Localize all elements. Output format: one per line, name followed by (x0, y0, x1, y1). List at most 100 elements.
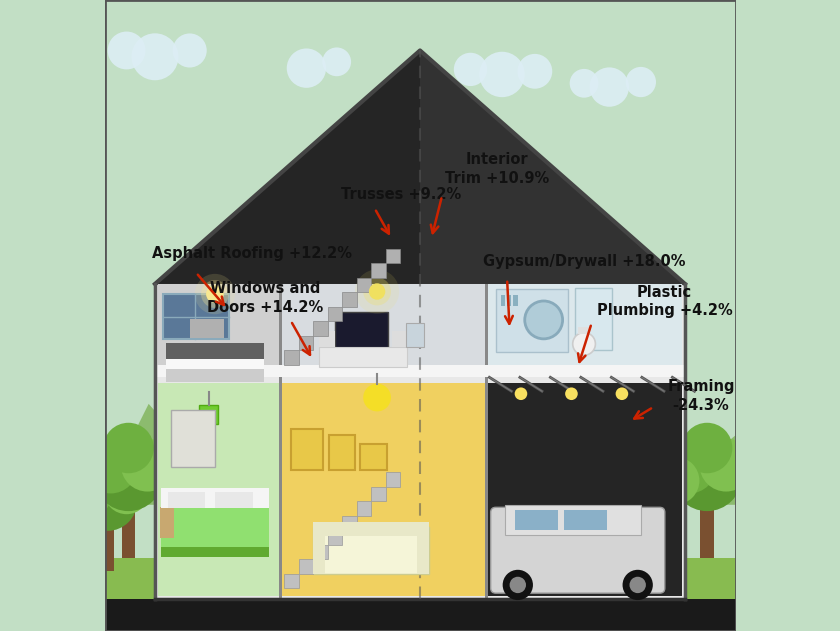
Bar (158, 383, 279, 596)
Polygon shape (420, 50, 685, 284)
Circle shape (629, 577, 646, 593)
Bar (328, 435, 355, 470)
Circle shape (510, 577, 526, 593)
Polygon shape (104, 360, 736, 505)
Bar (166, 369, 264, 382)
Bar (513, 295, 517, 306)
Bar (488, 383, 682, 596)
Circle shape (286, 49, 326, 88)
Polygon shape (155, 50, 420, 284)
Text: Windows and
Doors +14.2%: Windows and Doors +14.2% (207, 281, 323, 315)
Circle shape (517, 54, 552, 89)
Bar (160, 507, 174, 538)
Bar (496, 289, 569, 352)
Bar (158, 284, 279, 365)
Bar (171, 410, 215, 467)
Circle shape (616, 387, 628, 400)
Bar (199, 405, 218, 424)
Circle shape (525, 301, 563, 339)
Bar (575, 288, 612, 350)
Circle shape (121, 439, 174, 492)
Bar (168, 492, 206, 508)
Bar (650, 508, 663, 565)
Bar (701, 495, 714, 558)
Bar (163, 294, 228, 339)
Bar (284, 574, 299, 588)
Circle shape (573, 333, 596, 355)
Circle shape (201, 280, 228, 308)
Circle shape (108, 32, 145, 69)
Bar (161, 488, 269, 508)
Bar (328, 307, 343, 321)
Bar (391, 331, 407, 347)
Circle shape (615, 459, 663, 506)
Bar (166, 343, 264, 361)
Bar (507, 295, 512, 306)
Bar (313, 545, 328, 559)
Circle shape (480, 52, 525, 97)
Bar (161, 489, 269, 555)
Text: Asphalt Roofing +12.2%: Asphalt Roofing +12.2% (152, 246, 352, 261)
Circle shape (634, 443, 680, 488)
Bar (312, 527, 429, 574)
Circle shape (173, 33, 207, 68)
Text: Trusses +9.2%: Trusses +9.2% (341, 187, 461, 202)
Circle shape (626, 67, 656, 97)
Bar (155, 284, 685, 599)
Circle shape (369, 283, 386, 300)
Bar (319, 331, 335, 347)
Bar (313, 321, 328, 336)
Bar (190, 319, 224, 338)
Circle shape (502, 570, 533, 600)
Circle shape (626, 459, 688, 522)
Circle shape (652, 457, 700, 505)
Text: Plastic
Plumbing +4.2%: Plastic Plumbing +4.2% (596, 285, 732, 319)
Bar (357, 501, 371, 516)
Text: Interior
Trim +10.9%: Interior Trim +10.9% (445, 152, 549, 186)
Bar (386, 249, 401, 263)
Circle shape (94, 442, 163, 511)
Bar (360, 444, 386, 470)
Circle shape (700, 439, 753, 492)
Circle shape (132, 33, 178, 80)
Bar (485, 284, 488, 599)
Circle shape (67, 471, 113, 516)
Text: Framing
-24.3%: Framing -24.3% (667, 379, 735, 413)
Bar (279, 284, 281, 599)
Circle shape (682, 423, 732, 473)
Bar (371, 263, 386, 278)
Bar (281, 383, 485, 596)
FancyBboxPatch shape (491, 507, 664, 593)
Bar (417, 522, 429, 574)
Bar (406, 323, 424, 347)
Bar (291, 429, 323, 470)
Bar (578, 327, 591, 334)
Bar (515, 510, 558, 530)
Bar (299, 559, 313, 574)
Bar (343, 516, 357, 530)
Bar (343, 292, 357, 307)
Bar (104, 558, 736, 631)
Circle shape (87, 456, 129, 498)
Circle shape (570, 69, 598, 98)
Bar (319, 347, 407, 367)
Circle shape (663, 440, 716, 493)
Bar (371, 487, 386, 501)
Circle shape (84, 440, 137, 493)
Bar (161, 547, 269, 557)
Circle shape (515, 387, 528, 400)
Bar (166, 359, 264, 370)
Circle shape (363, 278, 391, 305)
Circle shape (622, 570, 653, 600)
Bar (357, 278, 371, 292)
Bar (281, 284, 485, 365)
Bar (102, 517, 113, 571)
Circle shape (454, 53, 487, 86)
Bar (122, 495, 135, 558)
Bar (312, 522, 429, 536)
Circle shape (590, 68, 629, 107)
Bar (284, 350, 299, 365)
Bar (501, 295, 505, 306)
Bar (215, 492, 253, 508)
Circle shape (103, 423, 154, 473)
